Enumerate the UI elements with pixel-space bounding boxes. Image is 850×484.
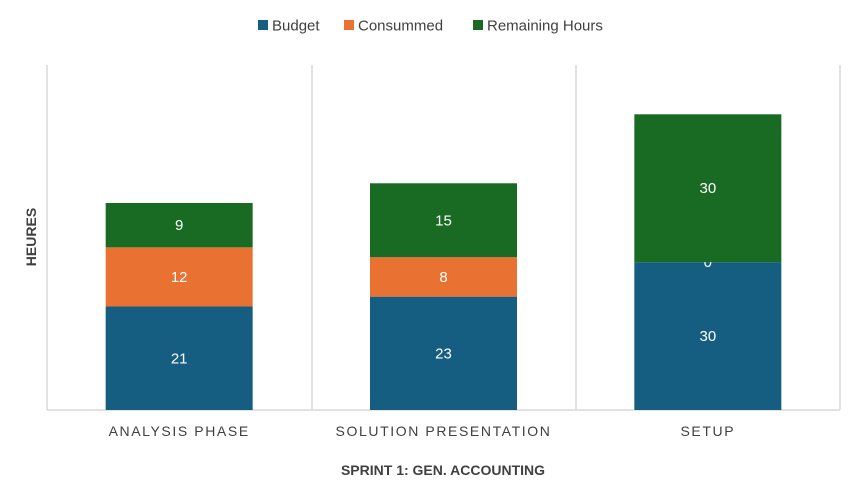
data-label-budget-analysis-phase: 21 <box>171 350 188 367</box>
legend-item-consummed[interactable]: Consummed <box>344 18 443 35</box>
legend-label-remaining-hours: Remaining Hours <box>487 18 603 35</box>
x-axis-title: SPRINT 1: GEN. ACCOUNTING <box>341 462 545 478</box>
y-axis-title: HEURES <box>23 208 39 266</box>
data-label-remaining-hours-analysis-phase: 9 <box>175 217 183 234</box>
bar-remaining-hours-setup[interactable] <box>634 114 782 263</box>
bar-budget-solution-presentation[interactable] <box>370 296 517 410</box>
legend-swatch-consummed <box>344 20 354 30</box>
bar-remaining-hours-solution-presentation[interactable] <box>370 183 517 258</box>
legend-swatch-budget <box>258 20 268 30</box>
bar-consummed-solution-presentation[interactable] <box>370 257 517 297</box>
data-label-remaining-hours-solution-presentation: 15 <box>435 212 452 229</box>
x-tick-label-setup: SETUP <box>680 423 735 439</box>
bar-consummed-analysis-phase[interactable] <box>105 247 253 307</box>
x-tick-label-analysis-phase: ANALYSIS PHASE <box>109 423 250 439</box>
data-label-consummed-setup: 0 <box>704 254 712 271</box>
data-label-remaining-hours-setup: 30 <box>699 180 716 197</box>
legend-item-remaining-hours[interactable]: Remaining Hours <box>473 18 603 35</box>
legend: Budget Consummed Remaining Hours <box>258 18 603 35</box>
bar-budget-setup[interactable] <box>634 262 782 410</box>
bar-remaining-hours-analysis-phase[interactable] <box>105 203 253 248</box>
data-label-budget-solution-presentation: 23 <box>435 345 452 362</box>
data-label-consummed-analysis-phase: 12 <box>171 269 188 286</box>
legend-item-budget[interactable]: Budget <box>258 18 320 35</box>
bars: 21 12 9 23 8 15 30 0 30 <box>105 114 782 411</box>
legend-label-consummed: Consummed <box>358 18 443 35</box>
data-label-budget-setup: 30 <box>699 328 716 345</box>
data-label-consummed-solution-presentation: 8 <box>439 269 447 286</box>
bar-budget-analysis-phase[interactable] <box>105 306 253 411</box>
x-tick-labels: ANALYSIS PHASE SOLUTION PRESENTATION SETUP <box>109 423 735 439</box>
legend-swatch-remaining-hours <box>473 20 483 30</box>
legend-label-budget: Budget <box>272 18 320 35</box>
x-tick-label-solution-presentation: SOLUTION PRESENTATION <box>336 423 552 439</box>
